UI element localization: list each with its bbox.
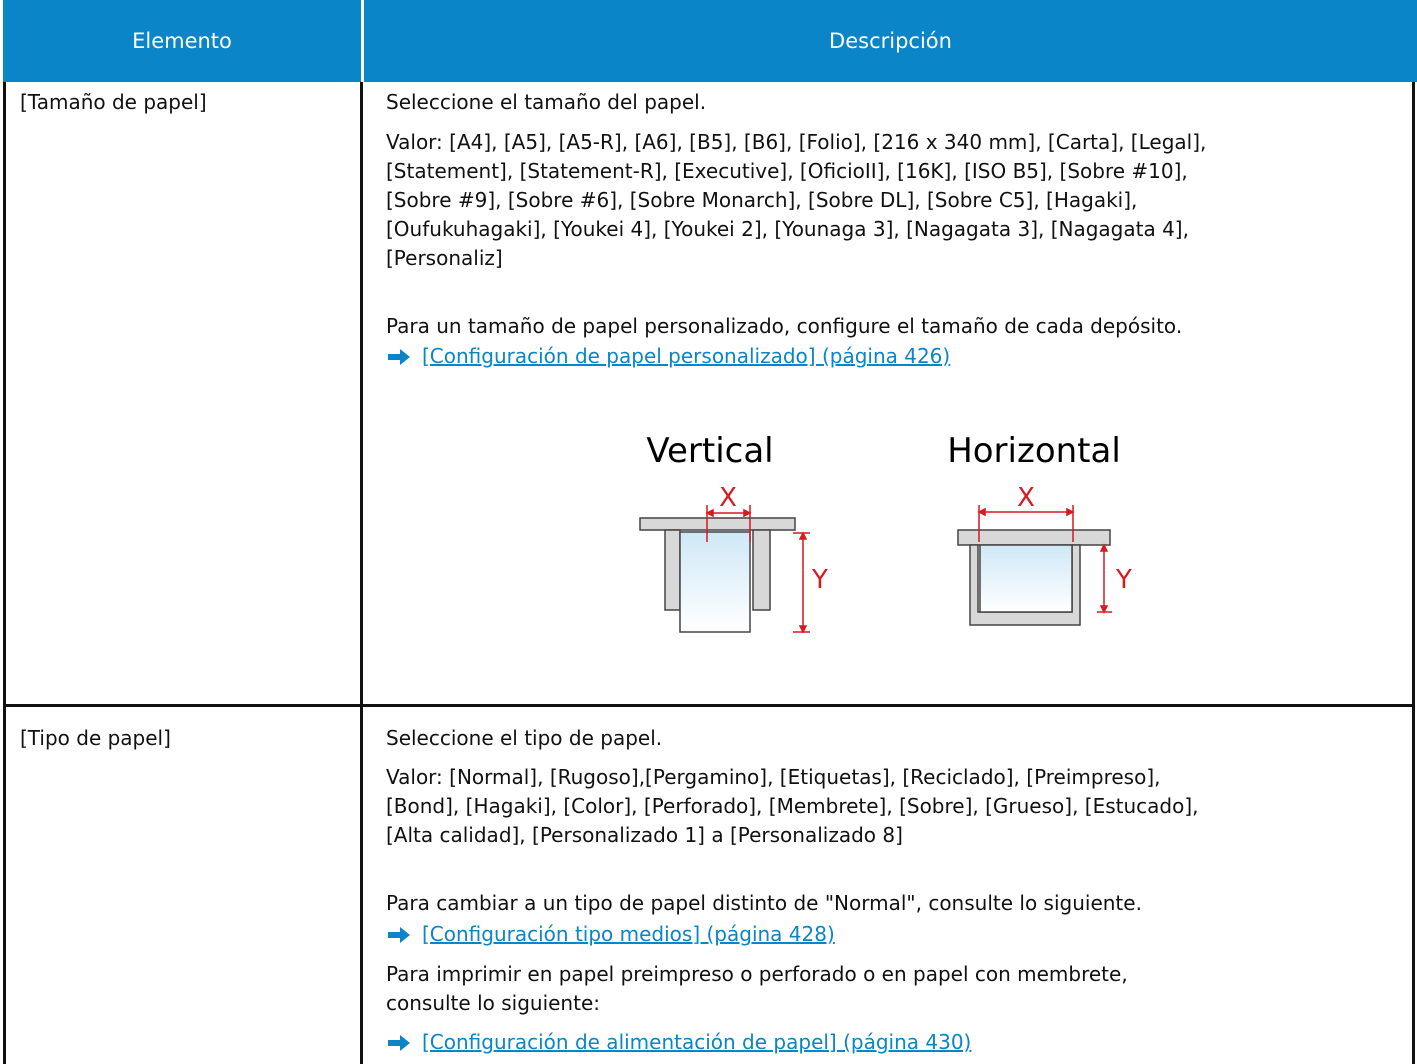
text-line: [Bond], [Hagaki], [Color], [Perforado], … <box>386 794 1199 818</box>
text-line: [Oufukuhagaki], [Youkei 4], [Youkei 2], … <box>386 217 1189 241</box>
text-line: Para imprimir en papel preimpreso o perf… <box>386 962 1128 986</box>
paper-diagram: Vertical Horizontal X Y X Y <box>639 431 1132 634</box>
axis-label: Y <box>811 565 828 595</box>
header-cell: Descripción <box>364 0 1417 82</box>
value-list: Valor: [Normal], [Rugoso],[Pergamino], [… <box>386 763 1199 850</box>
text: Para cambiar a un tipo de papel distinto… <box>386 891 1142 915</box>
text: Seleccione el tamaño del papel. <box>386 90 707 114</box>
link[interactable]: [Configuración tipo medios] (página 428) <box>422 922 835 946</box>
arrow-icon <box>388 1035 410 1051</box>
link[interactable]: [Configuración de papel personalizado] (… <box>422 344 951 368</box>
text: Para un tamaño de papel personalizado, c… <box>386 314 1183 338</box>
value-list: Valor: [A4], [A5], [A5-R], [A6], [B5], [… <box>386 128 1206 273</box>
text: Para imprimir en papel preimpreso o perf… <box>386 960 1128 1018</box>
diagram-label: Vertical <box>646 431 773 471</box>
border <box>1412 82 1415 1064</box>
header-cell: Elemento <box>3 0 361 82</box>
axis-label: Y <box>1115 565 1132 595</box>
text-line: [Statement], [Statement-R], [Executive],… <box>386 159 1188 183</box>
arrow-icon <box>388 927 410 943</box>
text-line: [Personaliz] <box>386 246 503 270</box>
axis-label: X <box>719 483 737 513</box>
text-line: [Alta calidad], [Personalizado 1] a [Per… <box>386 823 903 847</box>
border <box>360 82 363 1064</box>
item-label: [Tamaño de papel] <box>20 90 207 114</box>
border <box>3 82 6 1064</box>
axis-label: X <box>1017 483 1035 513</box>
text-line: Valor: [A4], [A5], [A5-R], [A6], [B5], [… <box>386 130 1207 154</box>
text-line: Valor: [Normal], [Rugoso],[Pergamino], [… <box>386 765 1161 789</box>
text: Seleccione el tipo de papel. <box>386 726 663 750</box>
arrow-icon <box>388 349 410 365</box>
text-line: consulte lo siguiente: <box>386 991 600 1015</box>
text-line: [Sobre #9], [Sobre #6], [Sobre Monarch],… <box>386 188 1138 212</box>
diagram-label: Horizontal <box>947 431 1121 471</box>
link[interactable]: [Configuración de alimentación de papel]… <box>422 1030 972 1054</box>
border <box>3 704 1415 707</box>
item-label: [Tipo de papel] <box>20 726 171 750</box>
